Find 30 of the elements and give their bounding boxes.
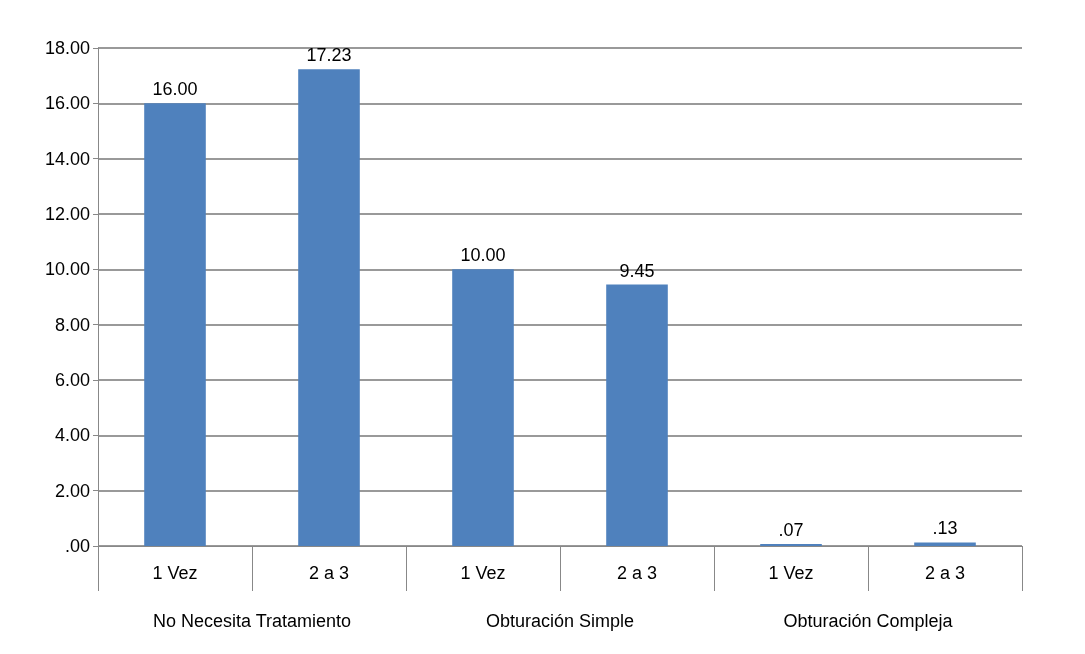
- x-tick-label: 2 a 3: [308, 563, 350, 583]
- y-tick-label: .00: [64, 536, 90, 556]
- x-tick-label: 1 Vez: [768, 563, 814, 583]
- x-tick-label: 1 Vez: [460, 563, 506, 583]
- bar: [914, 542, 976, 546]
- bar: [144, 103, 206, 546]
- y-tick-label: 12.00: [44, 204, 90, 224]
- data-label: 9.45: [619, 260, 655, 281]
- y-tick-label: 6.00: [54, 370, 90, 390]
- y-tick-label: 10.00: [44, 259, 90, 280]
- text: Obturación Compleja: [783, 611, 954, 631]
- bar: [298, 69, 360, 546]
- data-label: 16.00: [152, 79, 198, 100]
- data-label: .07: [778, 520, 804, 541]
- y-tick-label: 8.00: [54, 314, 90, 335]
- text: Obturación Simple: [485, 611, 635, 631]
- y-tick-label: 18.00: [44, 38, 90, 58]
- x-tick-label: 2 a 3: [924, 563, 966, 583]
- text: No Necesita Tratamiento: [152, 611, 352, 631]
- bar: [452, 269, 514, 546]
- data-label: 17.23: [306, 45, 352, 66]
- y-tick-label: 16.00: [44, 93, 90, 114]
- y-tick-label: 14.00: [44, 148, 90, 169]
- x-tick-label: 2 a 3: [616, 563, 658, 583]
- data-label: 10.00: [460, 245, 506, 266]
- data-label: .13: [932, 518, 958, 539]
- bar: [606, 284, 668, 546]
- x-tick-label: 1 Vez: [152, 563, 198, 583]
- y-tick-label: 2.00: [54, 480, 90, 501]
- y-tick-label: 4.00: [54, 425, 90, 446]
